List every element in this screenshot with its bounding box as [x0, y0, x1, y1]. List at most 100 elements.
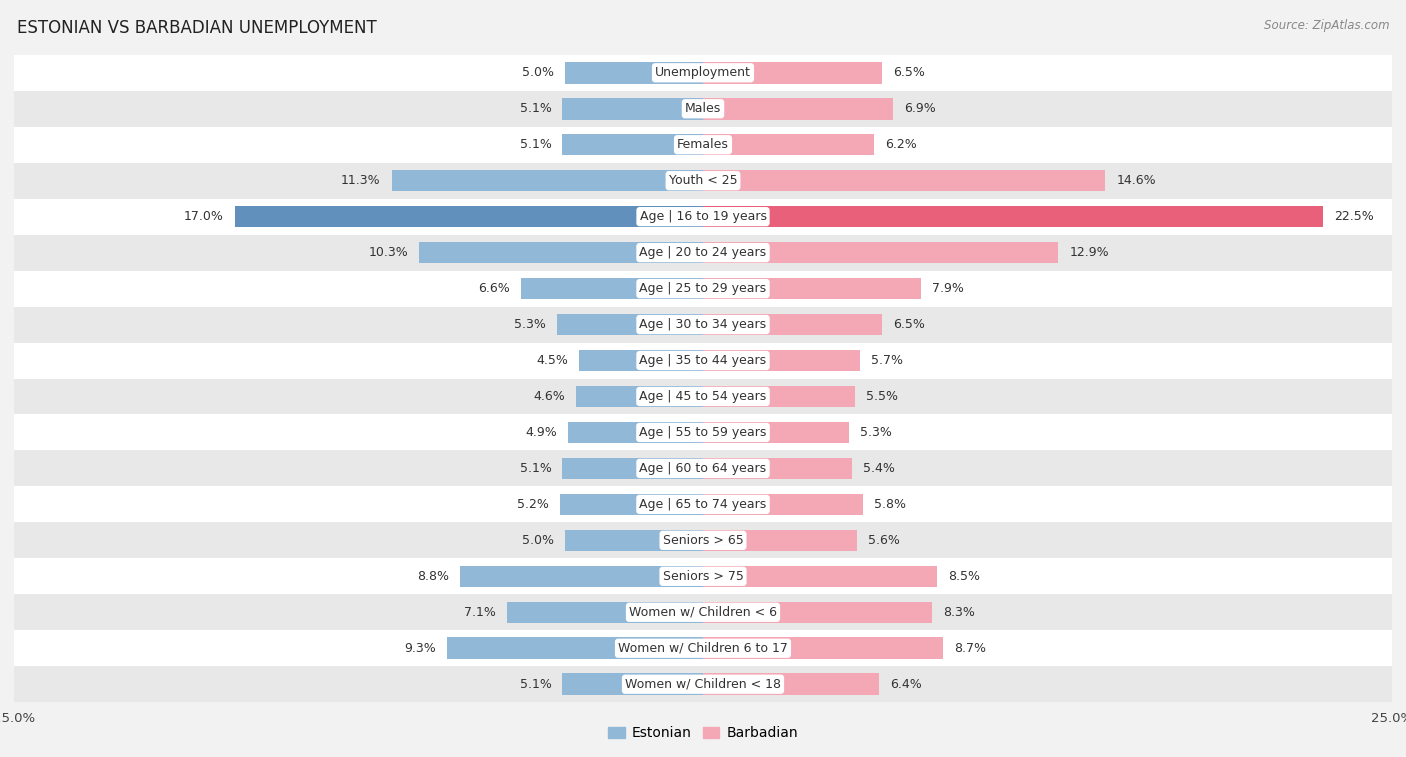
Bar: [557, 313, 703, 335]
Text: 9.3%: 9.3%: [404, 642, 436, 655]
Text: 7.9%: 7.9%: [932, 282, 963, 295]
Text: 5.1%: 5.1%: [520, 102, 551, 115]
Text: 6.9%: 6.9%: [904, 102, 936, 115]
Text: Age | 20 to 24 years: Age | 20 to 24 years: [640, 246, 766, 259]
Text: Seniors > 65: Seniors > 65: [662, 534, 744, 547]
Bar: [14, 631, 1392, 666]
Bar: [565, 530, 703, 551]
Bar: [14, 198, 1392, 235]
Text: 5.7%: 5.7%: [872, 354, 903, 367]
Bar: [703, 278, 921, 299]
Text: 5.5%: 5.5%: [866, 390, 897, 403]
Bar: [703, 602, 932, 623]
Bar: [703, 386, 855, 407]
Bar: [14, 342, 1392, 378]
Bar: [560, 494, 703, 516]
Text: Age | 65 to 74 years: Age | 65 to 74 years: [640, 498, 766, 511]
Bar: [703, 98, 893, 120]
Text: Age | 30 to 34 years: Age | 30 to 34 years: [640, 318, 766, 331]
Bar: [703, 206, 1323, 227]
Text: 6.4%: 6.4%: [890, 678, 922, 690]
Text: 5.3%: 5.3%: [515, 318, 546, 331]
Text: 5.1%: 5.1%: [520, 139, 551, 151]
Bar: [14, 450, 1392, 487]
Text: Women w/ Children < 6: Women w/ Children < 6: [628, 606, 778, 618]
Bar: [579, 350, 703, 371]
Text: Age | 55 to 59 years: Age | 55 to 59 years: [640, 426, 766, 439]
Bar: [419, 241, 703, 263]
Text: Age | 60 to 64 years: Age | 60 to 64 years: [640, 462, 766, 475]
Bar: [562, 674, 703, 695]
Bar: [703, 530, 858, 551]
Bar: [14, 594, 1392, 631]
Bar: [703, 565, 938, 587]
Bar: [703, 62, 882, 83]
Bar: [522, 278, 703, 299]
Text: 17.0%: 17.0%: [184, 210, 224, 223]
Text: 8.8%: 8.8%: [418, 570, 450, 583]
Text: Source: ZipAtlas.com: Source: ZipAtlas.com: [1264, 19, 1389, 32]
Text: 6.6%: 6.6%: [478, 282, 510, 295]
Text: 8.3%: 8.3%: [943, 606, 974, 618]
Bar: [562, 134, 703, 155]
Text: Seniors > 75: Seniors > 75: [662, 570, 744, 583]
Text: 22.5%: 22.5%: [1334, 210, 1374, 223]
Bar: [703, 241, 1059, 263]
Text: Women w/ Children < 18: Women w/ Children < 18: [626, 678, 780, 690]
Text: Age | 45 to 54 years: Age | 45 to 54 years: [640, 390, 766, 403]
Bar: [14, 55, 1392, 91]
Text: 4.9%: 4.9%: [526, 426, 557, 439]
Text: Age | 35 to 44 years: Age | 35 to 44 years: [640, 354, 766, 367]
Bar: [508, 602, 703, 623]
Bar: [703, 494, 863, 516]
Text: 5.2%: 5.2%: [517, 498, 548, 511]
Text: 6.5%: 6.5%: [893, 67, 925, 79]
Bar: [703, 350, 860, 371]
Bar: [703, 458, 852, 479]
Text: Age | 16 to 19 years: Age | 16 to 19 years: [640, 210, 766, 223]
Bar: [14, 91, 1392, 126]
Bar: [14, 487, 1392, 522]
Legend: Estonian, Barbadian: Estonian, Barbadian: [603, 721, 803, 746]
Text: 8.5%: 8.5%: [948, 570, 980, 583]
Text: 5.1%: 5.1%: [520, 678, 551, 690]
Bar: [14, 235, 1392, 270]
Bar: [565, 62, 703, 83]
Bar: [703, 313, 882, 335]
Bar: [14, 270, 1392, 307]
Bar: [14, 666, 1392, 702]
Text: 5.3%: 5.3%: [860, 426, 891, 439]
Bar: [461, 565, 703, 587]
Text: 5.6%: 5.6%: [869, 534, 900, 547]
Bar: [14, 307, 1392, 342]
Bar: [703, 637, 943, 659]
Bar: [568, 422, 703, 444]
Text: 4.6%: 4.6%: [533, 390, 565, 403]
Bar: [576, 386, 703, 407]
Bar: [14, 126, 1392, 163]
Bar: [703, 134, 875, 155]
Text: 6.5%: 6.5%: [893, 318, 925, 331]
Text: 5.0%: 5.0%: [522, 67, 554, 79]
Bar: [14, 415, 1392, 450]
Bar: [392, 170, 703, 192]
Bar: [703, 170, 1105, 192]
Text: 5.0%: 5.0%: [522, 534, 554, 547]
Text: Youth < 25: Youth < 25: [669, 174, 737, 187]
Text: Females: Females: [678, 139, 728, 151]
Bar: [447, 637, 703, 659]
Text: ESTONIAN VS BARBADIAN UNEMPLOYMENT: ESTONIAN VS BARBADIAN UNEMPLOYMENT: [17, 19, 377, 37]
Text: 6.2%: 6.2%: [884, 139, 917, 151]
Text: 7.1%: 7.1%: [464, 606, 496, 618]
Bar: [14, 163, 1392, 198]
Text: 11.3%: 11.3%: [340, 174, 381, 187]
Text: 5.4%: 5.4%: [863, 462, 894, 475]
Text: 5.1%: 5.1%: [520, 462, 551, 475]
Bar: [703, 422, 849, 444]
Text: Age | 25 to 29 years: Age | 25 to 29 years: [640, 282, 766, 295]
Bar: [14, 522, 1392, 559]
Bar: [14, 378, 1392, 415]
Bar: [703, 674, 879, 695]
Bar: [14, 559, 1392, 594]
Text: Males: Males: [685, 102, 721, 115]
